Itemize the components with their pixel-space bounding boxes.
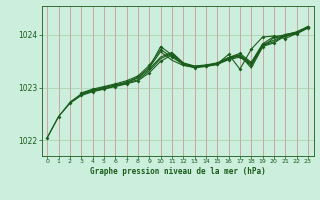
- X-axis label: Graphe pression niveau de la mer (hPa): Graphe pression niveau de la mer (hPa): [90, 167, 266, 176]
